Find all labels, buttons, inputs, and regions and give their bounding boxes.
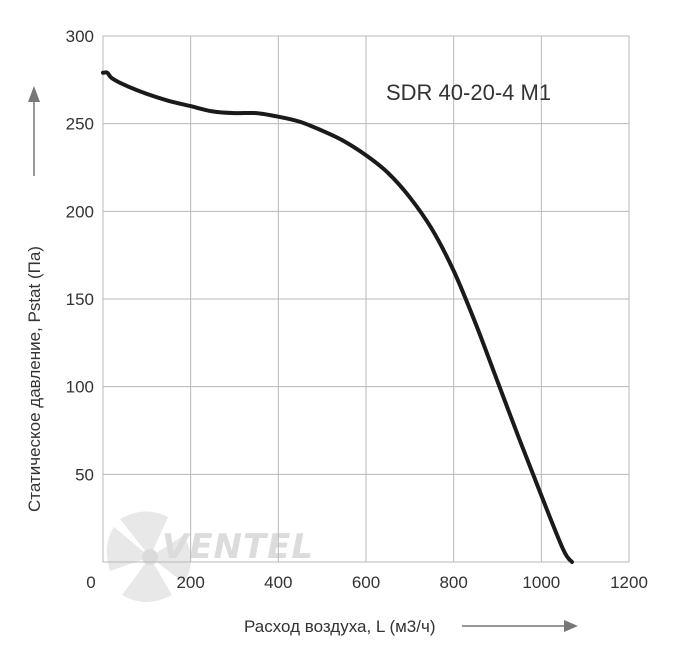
grid bbox=[103, 36, 629, 562]
y-axis-label: Статическое давление, Pstat (Па) bbox=[25, 246, 44, 512]
x-tick-label: 1200 bbox=[610, 573, 648, 592]
x-tick-label: 600 bbox=[352, 573, 380, 592]
watermark-fan-icon bbox=[106, 511, 191, 602]
y-axis-arrow-icon bbox=[28, 86, 40, 176]
watermark-text: VENTEL bbox=[162, 527, 314, 567]
y-tick-label: 200 bbox=[66, 202, 94, 221]
x-tick-label: 800 bbox=[439, 573, 467, 592]
y-axis-ticks: 50 100 150 200 250 300 bbox=[66, 27, 94, 484]
x-axis-label: Расход воздуха, L (м3/ч) bbox=[244, 617, 436, 636]
y-tick-label: 50 bbox=[75, 465, 94, 484]
x-tick-label: 1000 bbox=[522, 573, 560, 592]
y-tick-label: 300 bbox=[66, 27, 94, 46]
y-tick-label: 150 bbox=[66, 290, 94, 309]
chart-title: SDR 40-20-4 M1 bbox=[386, 80, 551, 105]
series-line bbox=[101, 70, 574, 564]
x-tick-label: 200 bbox=[176, 573, 204, 592]
x-tick-label: 0 bbox=[86, 573, 95, 592]
y-tick-label: 250 bbox=[66, 115, 94, 134]
x-tick-label: 400 bbox=[264, 573, 292, 592]
y-tick-label: 100 bbox=[66, 378, 94, 397]
x-axis-arrow-icon bbox=[462, 620, 578, 632]
x-axis-ticks: 0 200 400 600 800 1000 1200 bbox=[86, 573, 648, 592]
